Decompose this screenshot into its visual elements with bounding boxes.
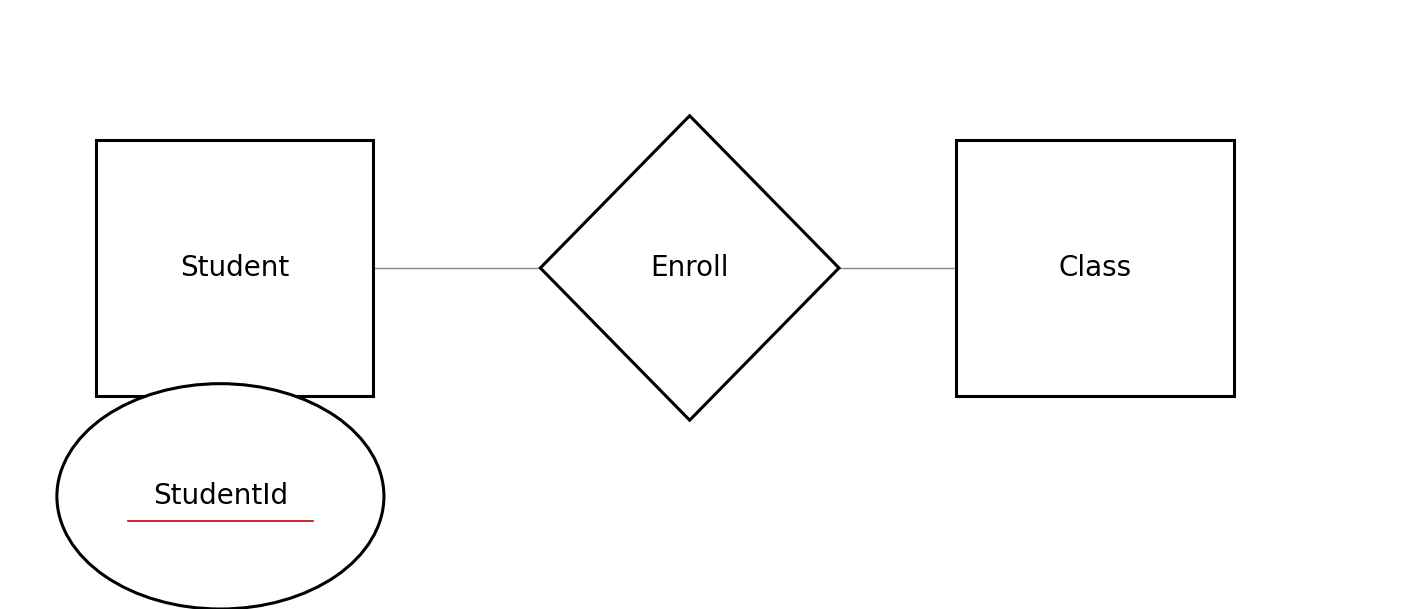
Polygon shape [540, 116, 839, 420]
Text: Enroll: Enroll [650, 254, 729, 282]
Bar [97, 140, 373, 396]
Text: StudentId: StudentId [152, 482, 289, 510]
Text: Class: Class [1058, 254, 1132, 282]
Bar [957, 140, 1234, 396]
Text: Student: Student [181, 254, 289, 282]
Ellipse shape [57, 384, 384, 609]
